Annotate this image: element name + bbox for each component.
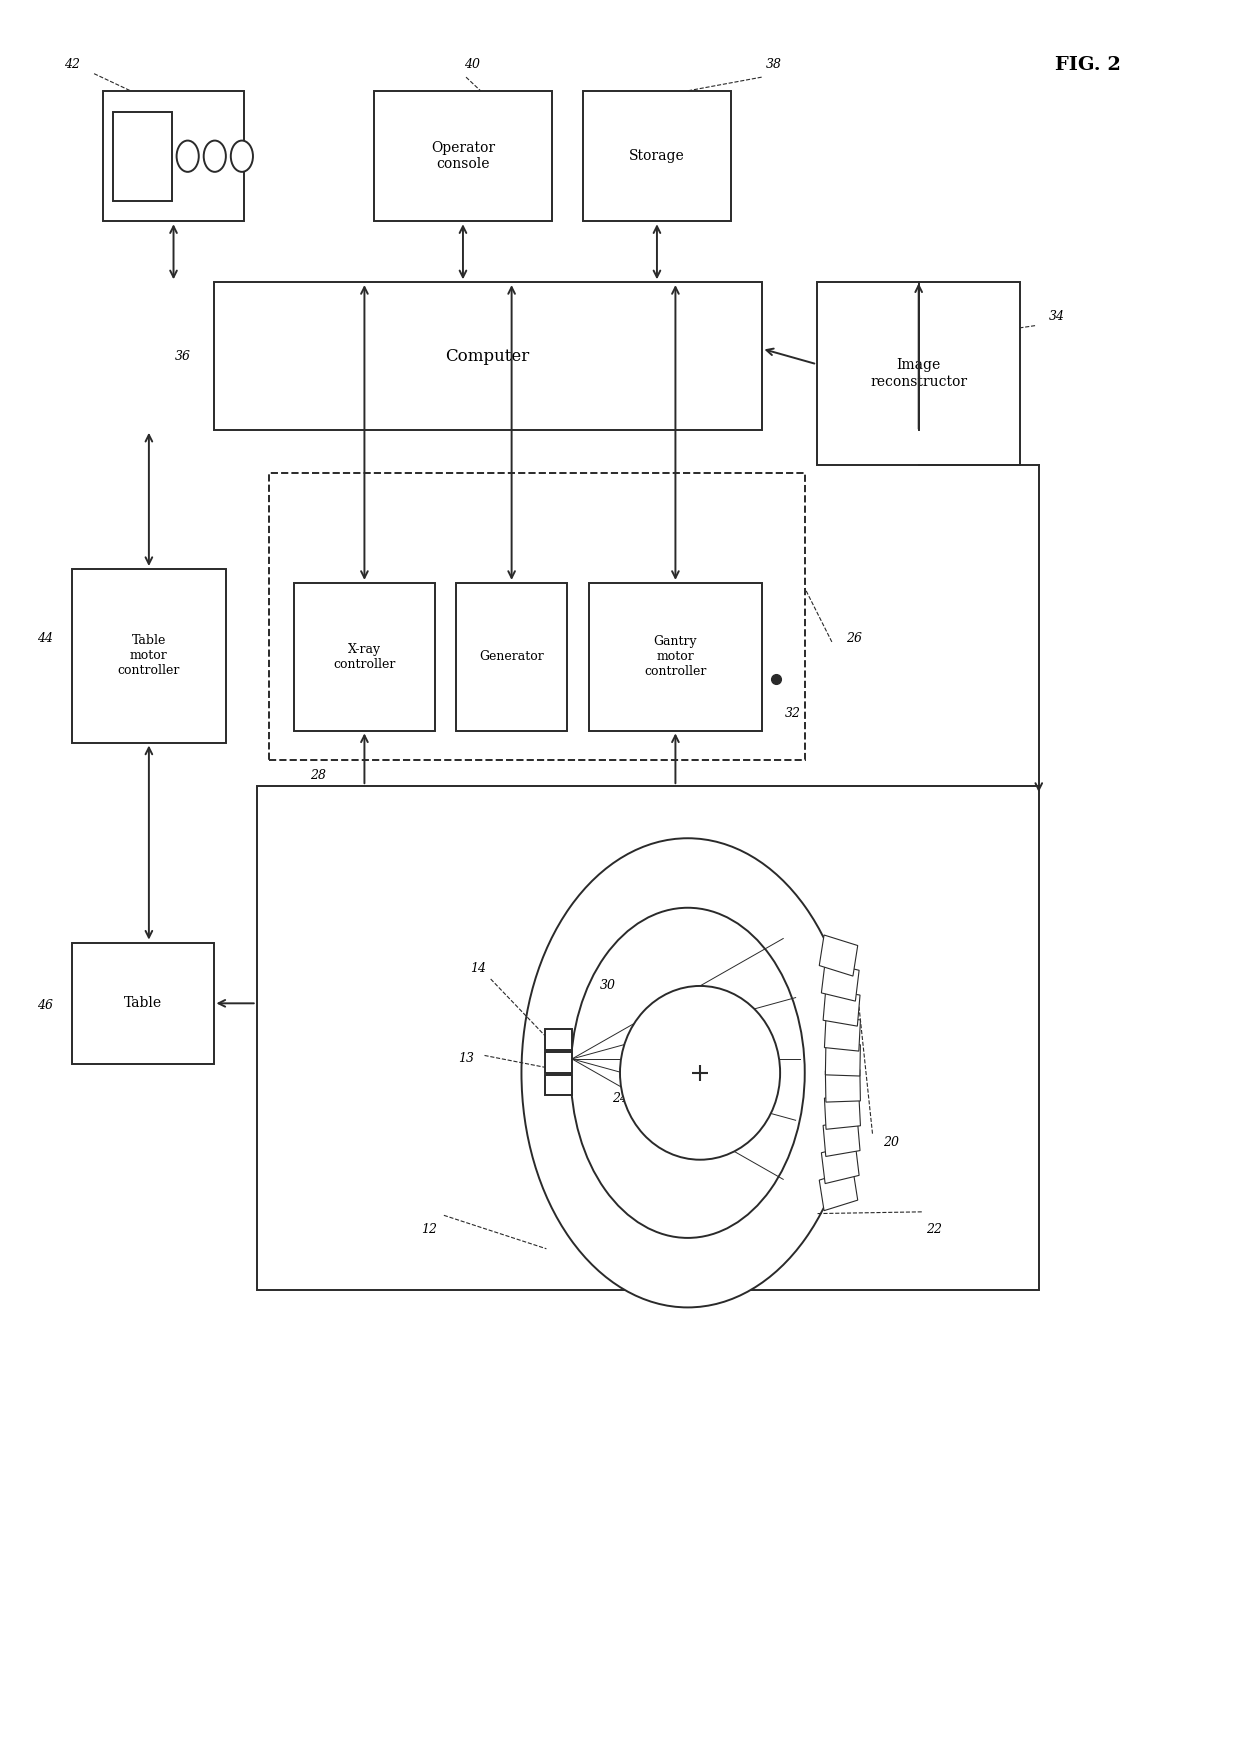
Polygon shape <box>820 1170 858 1210</box>
FancyBboxPatch shape <box>72 943 213 1063</box>
Ellipse shape <box>620 986 780 1159</box>
Circle shape <box>176 141 198 171</box>
FancyBboxPatch shape <box>456 583 567 730</box>
Circle shape <box>570 908 805 1238</box>
Circle shape <box>231 141 253 171</box>
FancyBboxPatch shape <box>103 91 244 222</box>
Polygon shape <box>823 1119 861 1156</box>
Text: 12: 12 <box>422 1222 436 1236</box>
FancyBboxPatch shape <box>213 283 761 430</box>
Text: 30: 30 <box>600 980 616 992</box>
Text: X-ray
controller: X-ray controller <box>334 643 396 670</box>
Text: Operator
console: Operator console <box>432 141 495 171</box>
Text: 20: 20 <box>883 1137 899 1149</box>
FancyBboxPatch shape <box>257 786 1039 1290</box>
Text: 14: 14 <box>470 962 486 974</box>
Text: 22: 22 <box>926 1222 942 1236</box>
FancyBboxPatch shape <box>583 91 730 222</box>
FancyBboxPatch shape <box>113 112 172 201</box>
Circle shape <box>522 838 854 1308</box>
FancyBboxPatch shape <box>544 1030 572 1051</box>
FancyBboxPatch shape <box>589 583 761 730</box>
Circle shape <box>203 141 226 171</box>
Polygon shape <box>826 1070 861 1102</box>
Text: 24: 24 <box>613 1093 627 1105</box>
Text: 46: 46 <box>37 999 53 1011</box>
FancyBboxPatch shape <box>294 583 435 730</box>
Text: Table: Table <box>124 997 161 1011</box>
Text: Generator: Generator <box>479 650 544 663</box>
FancyBboxPatch shape <box>544 1074 572 1095</box>
Text: Gantry
motor
controller: Gantry motor controller <box>645 636 707 677</box>
Text: Storage: Storage <box>629 148 684 162</box>
Polygon shape <box>825 1095 861 1130</box>
Text: 40: 40 <box>464 58 480 72</box>
Polygon shape <box>821 962 859 1000</box>
Text: 26: 26 <box>846 632 862 644</box>
Text: 42: 42 <box>64 58 79 72</box>
Text: 13: 13 <box>458 1053 474 1065</box>
Text: 18: 18 <box>655 997 671 1009</box>
FancyBboxPatch shape <box>72 569 226 742</box>
Text: Image
reconstructor: Image reconstructor <box>870 358 967 389</box>
FancyBboxPatch shape <box>373 91 552 222</box>
Text: 34: 34 <box>1049 311 1065 323</box>
Text: 16: 16 <box>636 1119 652 1131</box>
Polygon shape <box>826 1044 861 1076</box>
Polygon shape <box>820 936 858 976</box>
Text: 38: 38 <box>766 58 782 72</box>
FancyBboxPatch shape <box>544 1053 572 1072</box>
Text: 36: 36 <box>175 351 191 363</box>
Polygon shape <box>825 1016 861 1051</box>
Polygon shape <box>823 990 861 1027</box>
Text: 44: 44 <box>37 632 53 644</box>
Text: 28: 28 <box>310 770 326 782</box>
Text: 32: 32 <box>785 707 801 719</box>
Text: FIG. 2: FIG. 2 <box>1055 56 1121 73</box>
FancyBboxPatch shape <box>817 283 1021 464</box>
FancyBboxPatch shape <box>269 473 805 760</box>
Text: Table
motor
controller: Table motor controller <box>118 634 180 677</box>
Text: Computer: Computer <box>445 347 529 365</box>
Polygon shape <box>821 1145 859 1184</box>
